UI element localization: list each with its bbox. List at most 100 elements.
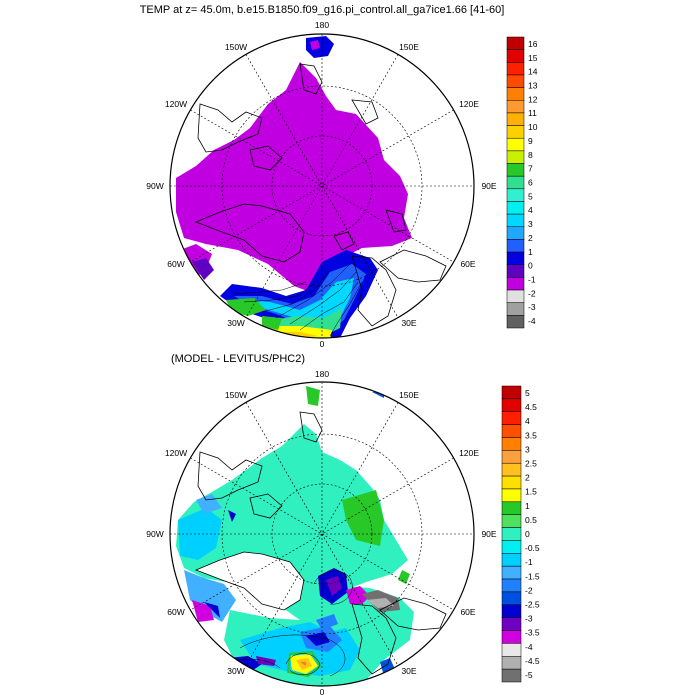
top-colorbar-swatch — [506, 226, 525, 240]
top-colorbar-swatch — [506, 36, 525, 50]
top-colorbar-swatch — [506, 125, 525, 139]
top-map — [169, 33, 475, 339]
top-colorbar-swatch — [506, 213, 525, 228]
top-colorbar-swatch — [506, 264, 525, 278]
bottom-colorbar-label: -4.5 — [525, 656, 540, 666]
lon-label-90e: 90E — [481, 181, 496, 191]
bottom-colorbar-label: -3.5 — [525, 628, 540, 638]
lon-label-90w: 90W — [146, 529, 163, 539]
bottom-colorbar-label: -4 — [525, 642, 533, 652]
bottom-colorbar-label: 3.5 — [525, 430, 537, 440]
top-map-boundary — [169, 33, 475, 339]
lon-label-0: 0 — [320, 339, 325, 349]
bottom-colorbar-swatch — [501, 540, 522, 554]
top-colorbar-swatch — [506, 150, 525, 164]
bottom-colorbar-swatch — [501, 578, 522, 593]
top-colorbar-label: 5 — [528, 191, 533, 201]
bottom-colorbar-swatch — [501, 424, 522, 438]
top-colorbar-label: 15 — [528, 53, 538, 63]
top-title: TEMP at z= 45.0m, b.e15.B1850.f09_g16.pi… — [140, 4, 505, 16]
top-colorbar-label: 13 — [528, 81, 538, 91]
bottom-colorbar-swatch — [501, 501, 522, 515]
bottom-colorbar-swatch — [501, 604, 522, 618]
bottom-colorbar-label: 4.5 — [525, 402, 537, 412]
bottom-colorbar-swatch — [501, 630, 522, 644]
top-colorbar-label: 12 — [528, 94, 538, 104]
top-colorbar-label: -3 — [528, 302, 536, 312]
bottom-colorbar-label: -1.5 — [525, 571, 540, 581]
bottom-colorbar-label: -3 — [525, 614, 533, 624]
bottom-colorbar-swatch — [501, 668, 522, 683]
top-colorbar-label: -4 — [528, 316, 536, 326]
top-colorbar-swatch — [506, 188, 525, 202]
top-colorbar-swatch — [506, 49, 525, 63]
top-colorbar-label: 6 — [528, 178, 533, 188]
bottom-colorbar-swatch — [501, 514, 522, 528]
bottom-colorbar-label: 4 — [525, 416, 530, 426]
bottom-colorbar-label: 5 — [525, 388, 530, 398]
top-colorbar-label: 10 — [528, 122, 538, 132]
bottom-colorbar-swatch — [501, 643, 522, 657]
lon-label-120w: 120W — [165, 448, 187, 458]
bottom-colorbar-label: 1 — [525, 501, 530, 511]
lon-label-120e: 120E — [459, 99, 479, 109]
bottom-colorbar-label: 1.5 — [525, 487, 537, 497]
top-panel: TEMP at z= 45.0m, b.e15.B1850.f09_g16.pi… — [140, 4, 538, 349]
top-colorbar-label: -2 — [528, 288, 536, 298]
bottom-colorbar-label: -2 — [525, 585, 533, 595]
top-colorbar-swatch — [506, 302, 525, 316]
top-colorbar-swatch — [506, 289, 525, 303]
top-colorbar-swatch — [506, 87, 525, 101]
top-colorbar-label: 16 — [528, 39, 538, 49]
bottom-title: (MODEL - LEVITUS/PHC2) — [171, 353, 305, 365]
top-colorbar-swatch — [506, 277, 525, 291]
bottom-colorbar-swatch — [501, 450, 522, 464]
top-colorbar-swatch — [506, 201, 525, 215]
top-colorbar-swatch — [506, 315, 525, 329]
bottom-colorbar-swatch — [501, 527, 522, 541]
top-colorbar-label: 14 — [528, 67, 538, 77]
bottom-longitude-labels: 180 150W 150E 120W 120E 90W 90E 60W 60E … — [146, 369, 497, 697]
top-colorbar-label: 1 — [528, 247, 533, 257]
bottom-colorbar-label: 2 — [525, 473, 530, 483]
bottom-map — [169, 381, 475, 687]
top-colorbar-swatch — [506, 62, 525, 76]
top-colorbar-label: 2 — [528, 233, 533, 243]
lon-label-30w: 30W — [227, 318, 244, 328]
lon-label-150e: 150E — [399, 390, 419, 400]
lon-label-0: 0 — [320, 687, 325, 697]
top-colorbar-swatch — [506, 175, 525, 190]
baffin-bay-anomaly — [184, 570, 236, 622]
bottom-colorbar-label: -1 — [525, 557, 533, 567]
bottom-colorbar-label: 3 — [525, 444, 530, 454]
top-colorbar-swatch — [506, 251, 525, 265]
lon-label-60w: 60W — [167, 607, 184, 617]
lon-label-180: 180 — [315, 20, 329, 30]
top-colorbar-label: -1 — [528, 275, 536, 285]
bottom-colorbar: 5 4.5 4 3.5 3 2.5 2 1.5 1 0.5 0 -0.5 -1 -1.5 -2 -2.5 -3 -… — [501, 385, 540, 683]
arctic-cold-water-region — [176, 62, 412, 292]
lon-label-30w: 30W — [227, 666, 244, 676]
lon-label-30e: 30E — [401, 318, 416, 328]
bottom-colorbar-label: 2.5 — [525, 459, 537, 469]
lon-label-30e: 30E — [401, 666, 416, 676]
bottom-colorbar-swatch — [501, 591, 522, 606]
lon-label-90e: 90E — [481, 529, 496, 539]
bottom-colorbar-label: 0 — [525, 529, 530, 539]
top-colorbar-label: 8 — [528, 150, 533, 160]
top-colorbar-swatch — [506, 100, 525, 114]
top-colorbar-label: 0 — [528, 261, 533, 271]
lon-label-180: 180 — [315, 369, 329, 379]
lon-label-60e: 60E — [460, 607, 475, 617]
top-colorbar-label: 7 — [528, 164, 533, 174]
bottom-colorbar-swatch — [501, 565, 522, 580]
bottom-colorbar-label: 0.5 — [525, 515, 537, 525]
top-colorbar-label: 11 — [528, 108, 537, 118]
bottom-colorbar-swatch — [501, 656, 522, 670]
bottom-panel: (MODEL - LEVITUS/PHC2) — [146, 353, 540, 697]
bottom-colorbar-label: -5 — [525, 670, 533, 680]
bottom-colorbar-swatch — [501, 475, 522, 490]
top-colorbar-swatch — [506, 137, 525, 152]
